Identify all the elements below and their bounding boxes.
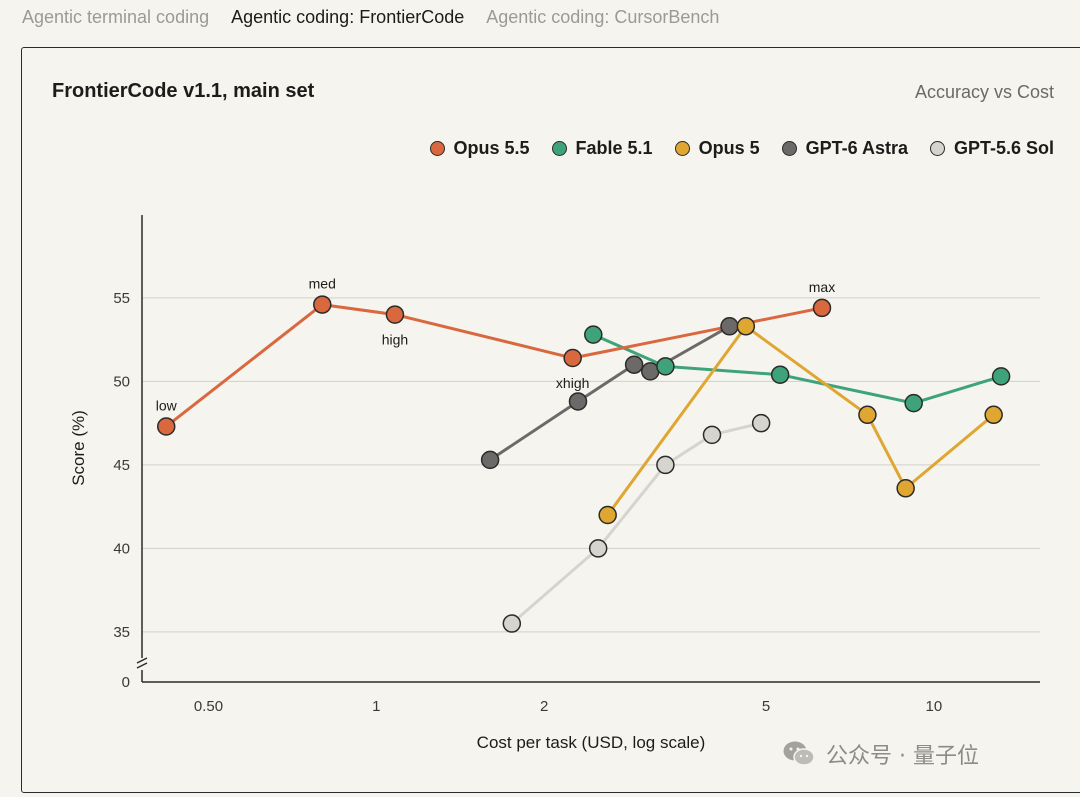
data-point [385,305,405,324]
legend-label: Fable 5.1 [575,138,653,158]
data-label: med [309,276,336,292]
legend-marker [551,141,567,156]
data-point [736,317,756,336]
chart-title: FrontierCode v1.1, main set [52,80,315,102]
data-point [624,355,644,374]
data-point [858,405,877,425]
y-axis-label: Score (%) [69,410,88,486]
x-tick-label: 5 [762,698,770,715]
y-tick-label: 35 [113,624,130,641]
legend-marker [674,141,690,156]
legend-marker [929,141,945,156]
data-point [588,539,608,558]
watermark: 公众号 · 量子位 [782,738,979,770]
x-tick-label: 0.50 [194,698,223,715]
data-point [563,348,582,368]
legend-label: Opus 5 [698,138,760,158]
legend-label: GPT-5.6 Sol [953,138,1054,158]
series-line [510,421,762,625]
x-axis-label: Cost per task (USD, log scale) [477,733,706,752]
series-line [606,324,995,516]
chart-subtitle: Accuracy vs Cost [914,82,1054,102]
data-point [770,365,790,384]
y-tick-label-zero: 0 [122,674,130,691]
y-tick-label: 55 [113,290,130,307]
data-point [702,425,722,445]
y-tick-label: 45 [113,457,130,474]
data-point [720,317,739,336]
data-point [984,405,1003,425]
chart-legend: Opus 5.5 Fable 5.1 Opus 5 GPT-6 Astra GP… [429,138,1054,159]
x-tick-label: 2 [540,698,548,715]
tab-agentic-terminal-coding[interactable]: Agentic terminal coding [22,7,210,27]
legend-marker [429,141,445,156]
data-point [991,367,1011,386]
data-point [480,450,500,470]
legend-marker [781,141,797,156]
x-tick-label: 10 [926,698,943,715]
data-point [598,505,617,525]
legend-item-fable-5-1[interactable]: Fable 5.1 [551,138,653,159]
y-axis-break-marker [136,657,148,669]
data-point [656,357,675,376]
data-label: high [382,332,408,348]
tab-frontiercode[interactable]: Agentic coding: FrontierCode [231,7,465,27]
y-tick-label: 50 [113,373,130,390]
legend-label: Opus 5.5 [453,138,530,158]
data-point [812,298,832,318]
data-point [313,295,332,314]
tab-cursorbench[interactable]: Agentic coding: CursorBench [486,7,720,27]
legend-item-opus-5-5[interactable]: Opus 5.5 [429,138,530,159]
data-point [896,479,915,498]
legend-item-gpt-6-astra[interactable]: GPT-6 Astra [781,138,908,159]
data-point [904,393,923,413]
data-label: low [156,397,178,413]
legend-item-opus-5[interactable]: Opus 5 [674,138,760,159]
benchmark-tabs: Agentic terminal coding Agentic coding: … [22,4,719,30]
data-point [156,417,176,436]
data-point [656,455,675,475]
data-point [584,325,603,344]
data-point [568,392,588,411]
data-label: max [809,279,835,295]
y-tick-label: 40 [113,540,130,557]
data-point [751,413,771,433]
x-tick-label: 1 [372,698,380,715]
legend-label: GPT-6 Astra [805,138,908,158]
data-label: xhigh [556,375,589,391]
legend-item-gpt-5-6-sol[interactable]: GPT-5.6 Sol [929,138,1054,159]
data-point [502,614,522,633]
watermark-text: 公众号 · 量子位 [826,744,979,769]
wechat-icon [783,741,815,766]
